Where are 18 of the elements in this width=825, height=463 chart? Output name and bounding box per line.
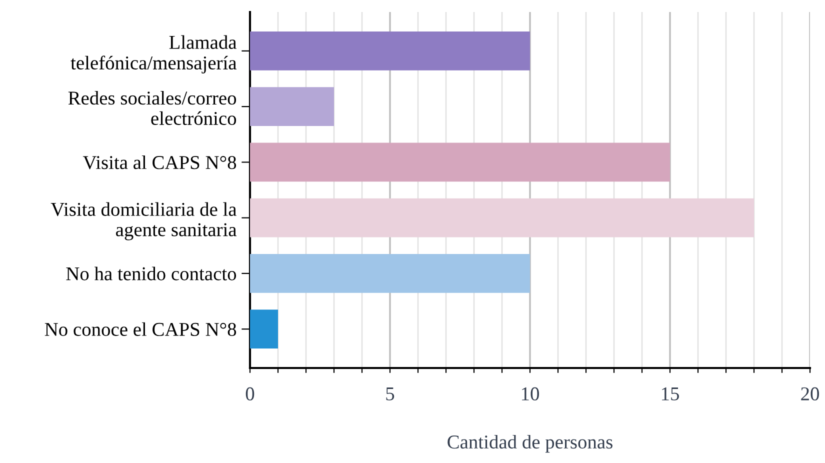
x-tick-label: 10 — [522, 387, 539, 400]
x-tick-label: 5 — [386, 388, 394, 400]
y-tick-label: Visita al CAPS N°8 — [82, 155, 236, 170]
x-tick-label: 20 — [801, 387, 819, 400]
x-tick-label: 0 — [246, 387, 254, 400]
bar — [250, 31, 530, 70]
y-tick-label: No ha tenido contacto — [66, 266, 236, 280]
x-axis-title: Cantidad de personas — [448, 434, 612, 453]
y-tick-label: Redes sociales/correo electrónico — [68, 91, 236, 126]
y-tick-label: Visita domiciliaria de la agente sanitaria — [50, 202, 237, 240]
x-tick-label: 15 — [662, 387, 679, 400]
bar — [250, 87, 334, 126]
y-tick-label: Llamada telefónica/mensajería — [70, 35, 237, 74]
y-tick-label: No conoce el CAPS N°8 — [44, 322, 236, 336]
bar — [250, 198, 754, 238]
bar — [250, 310, 278, 349]
bar — [250, 254, 530, 293]
bar — [250, 142, 670, 182]
